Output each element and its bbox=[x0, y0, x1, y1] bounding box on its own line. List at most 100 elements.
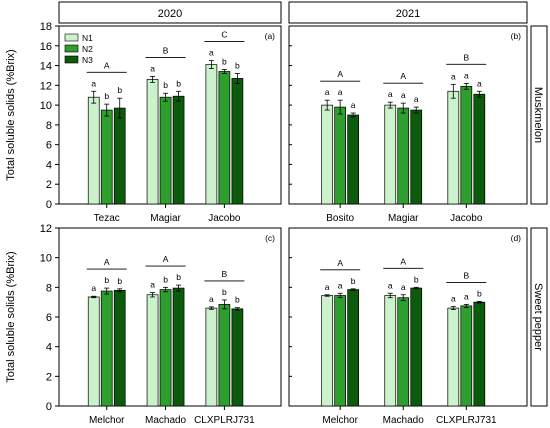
significance-letter: a bbox=[451, 71, 456, 81]
bar bbox=[159, 96, 172, 205]
significance-letter: b bbox=[222, 57, 227, 67]
significance-letter: a bbox=[209, 294, 214, 304]
year-label-2021: 2021 bbox=[396, 8, 420, 20]
panel-label: (d) bbox=[511, 233, 522, 243]
panel-label: (a) bbox=[265, 31, 276, 41]
group-letter: A bbox=[337, 69, 343, 79]
significance-letter: a bbox=[338, 87, 343, 97]
legend-swatch bbox=[64, 55, 79, 64]
bar bbox=[159, 289, 172, 407]
significance-letter: b bbox=[176, 272, 181, 282]
crop-label-sweet-pepper: Sweet pepper bbox=[532, 283, 544, 351]
y-tick-label: 18 bbox=[40, 21, 52, 33]
significance-letter: a bbox=[209, 48, 214, 58]
crop-header-muskmelon bbox=[530, 25, 548, 205]
significance-letter: b bbox=[104, 275, 109, 285]
year-label-2020: 2020 bbox=[158, 8, 182, 20]
significance-letter: b bbox=[222, 287, 227, 297]
significance-letter: b bbox=[163, 274, 168, 284]
x-tick-label: CLXPLRJ731 bbox=[194, 415, 255, 426]
legend-swatch bbox=[64, 44, 79, 53]
significance-letter: a bbox=[91, 283, 96, 293]
group-letter: B bbox=[463, 270, 469, 280]
bar bbox=[397, 297, 410, 407]
legend-label: N1 bbox=[82, 33, 93, 43]
significance-letter: b bbox=[117, 85, 122, 95]
y-tick-label: 0 bbox=[46, 401, 52, 413]
bar bbox=[231, 78, 244, 205]
significance-letter: b bbox=[477, 288, 482, 298]
bar bbox=[410, 287, 423, 407]
y-tick-label: 12 bbox=[40, 80, 52, 92]
y-tick-label: 8 bbox=[46, 282, 52, 294]
significance-letter: a bbox=[388, 280, 393, 290]
bar bbox=[172, 95, 185, 205]
group-letter: A bbox=[104, 60, 110, 70]
group-letter: A bbox=[400, 256, 406, 266]
x-tick-label: Machado bbox=[383, 415, 425, 426]
bar bbox=[146, 294, 159, 407]
significance-letter: a bbox=[325, 282, 330, 292]
bar bbox=[87, 296, 100, 407]
bar bbox=[460, 85, 473, 205]
x-tick-label: Jacobo bbox=[450, 213, 483, 224]
bar bbox=[146, 79, 159, 205]
significance-letter: b bbox=[163, 80, 168, 90]
y-axis-title-top: Total soluble solids (%Brix) bbox=[5, 49, 17, 180]
group-letter: A bbox=[337, 258, 343, 268]
legend-label: N2 bbox=[82, 44, 93, 54]
significance-letter: b bbox=[414, 274, 419, 284]
x-tick-label: Bosito bbox=[326, 213, 354, 224]
y-tick-label: 4 bbox=[46, 342, 52, 354]
bar bbox=[347, 289, 360, 407]
x-tick-label: Magiar bbox=[388, 213, 419, 224]
bar bbox=[410, 109, 423, 205]
significance-letter: a bbox=[451, 294, 456, 304]
y-tick-label: 8 bbox=[46, 120, 52, 132]
significance-letter: a bbox=[338, 280, 343, 290]
group-letter: B bbox=[463, 52, 469, 62]
bar bbox=[447, 90, 460, 205]
bar bbox=[347, 114, 360, 205]
bar bbox=[384, 295, 397, 407]
legend-swatch bbox=[64, 33, 79, 42]
y-tick-label: 2 bbox=[46, 371, 52, 383]
significance-letter: b bbox=[176, 78, 181, 88]
bar bbox=[113, 289, 126, 407]
bar bbox=[397, 107, 410, 205]
bar bbox=[100, 290, 113, 407]
significance-letter: a bbox=[464, 291, 469, 301]
significance-letter: a bbox=[401, 282, 406, 292]
bar bbox=[205, 307, 218, 407]
x-tick-label: Jacobo bbox=[208, 213, 241, 224]
x-tick-label: Machado bbox=[145, 415, 187, 426]
significance-letter: b bbox=[235, 60, 240, 70]
bar bbox=[113, 107, 126, 205]
group-letter: A bbox=[104, 257, 110, 267]
bar bbox=[447, 307, 460, 407]
y-tick-label: 14 bbox=[40, 61, 52, 73]
y-tick-label: 10 bbox=[40, 253, 52, 265]
y-tick-label: 12 bbox=[40, 223, 52, 235]
significance-letter: a bbox=[464, 70, 469, 80]
y-tick-label: 4 bbox=[46, 159, 52, 171]
significance-letter: a bbox=[401, 90, 406, 100]
crop-header-sweet-pepper bbox=[530, 227, 548, 407]
x-tick-label: Tezac bbox=[94, 213, 120, 224]
bar bbox=[172, 287, 185, 407]
group-letter: A bbox=[163, 254, 169, 264]
significance-letter: a bbox=[91, 78, 96, 88]
y-tick-label: 0 bbox=[46, 199, 52, 211]
significance-letter: b bbox=[117, 276, 122, 286]
bar bbox=[334, 295, 347, 407]
bar bbox=[100, 109, 113, 205]
bar bbox=[473, 93, 486, 205]
y-tick-label: 10 bbox=[40, 100, 52, 112]
significance-letter: b bbox=[104, 91, 109, 101]
y-axis-title-bottom: Total soluble solids (%Brix) bbox=[5, 251, 17, 382]
x-tick-label: CLXPLRJ731 bbox=[436, 415, 497, 426]
crop-label-muskmelon: Muskmelon bbox=[532, 87, 544, 143]
